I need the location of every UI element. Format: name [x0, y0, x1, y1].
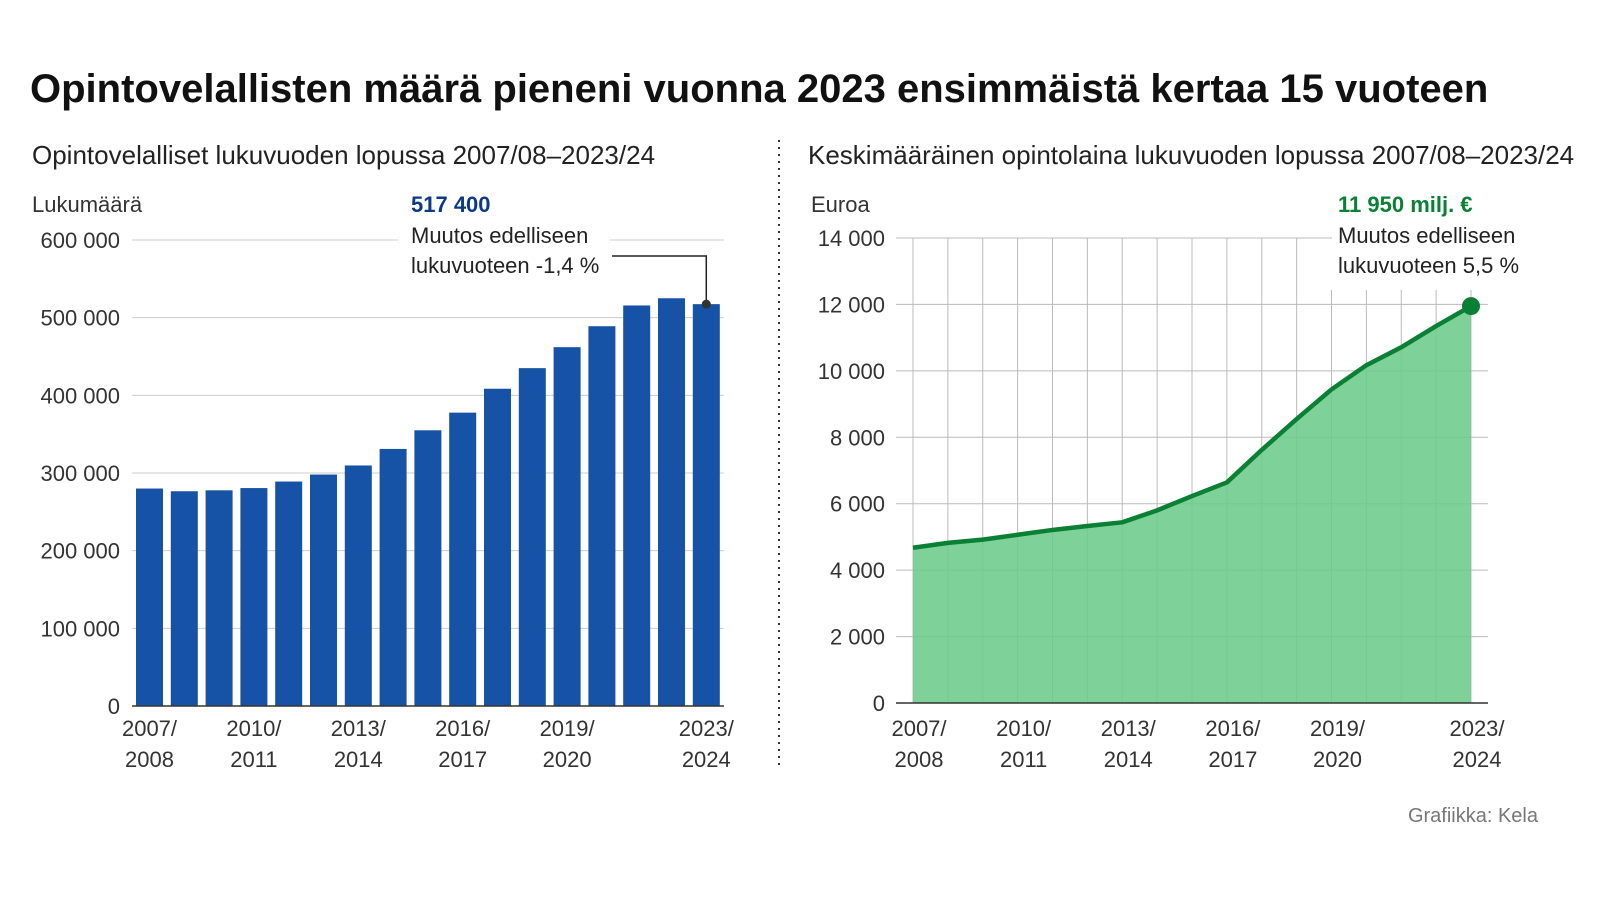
- bar: [518, 368, 546, 706]
- x-tick-label: 2013/: [1101, 716, 1157, 741]
- annotation-text: Muutos edelliseen: [411, 223, 588, 248]
- chart-title: Keskimääräinen opintolaina lukuvuoden lo…: [808, 140, 1574, 170]
- bar: [692, 304, 720, 706]
- bar: [414, 430, 442, 706]
- x-tick-label: 2023/: [1449, 716, 1505, 741]
- y-tick-label: 300 000: [40, 461, 120, 486]
- left-chart: Opintovelalliset lukuvuoden lopussa 2007…: [32, 140, 735, 772]
- x-tick-label: 2011: [230, 747, 277, 772]
- annotation-leader: [612, 255, 708, 305]
- x-tick-label: 2019/: [540, 716, 596, 741]
- main-title: Opintovelallisten määrä pieneni vuonna 2…: [30, 67, 1488, 111]
- x-tick-label: 2017: [438, 747, 487, 772]
- annotation-bg: [398, 222, 610, 280]
- bar: [310, 474, 337, 706]
- x-tick-label: 2014: [1104, 747, 1153, 772]
- annotation-bg: [1332, 222, 1532, 280]
- bar: [136, 488, 163, 706]
- bar: [170, 491, 198, 706]
- y-tick-label: 600 000: [40, 228, 120, 253]
- bar: [379, 448, 407, 706]
- annotation-dot: [1462, 297, 1480, 316]
- x-tick-label: 2024: [682, 747, 731, 772]
- y-tick-label: 400 000: [40, 383, 120, 408]
- x-tick-label: 2024: [1453, 747, 1502, 772]
- y-axis-label: Lukumäärä: [32, 192, 143, 217]
- x-tick-label: 2007/: [891, 716, 947, 741]
- x-tick-label: 2016/: [435, 716, 491, 741]
- bar: [449, 412, 477, 706]
- bar: [553, 347, 581, 706]
- x-tick-label: 2010/: [226, 716, 282, 741]
- bar: [275, 481, 303, 706]
- credit: Grafiikka: Kela: [1408, 805, 1539, 827]
- annotation-text: lukuvuoteen -1,4 %: [411, 253, 599, 278]
- y-tick-label: 0: [108, 694, 120, 719]
- x-tick-label: 2008: [125, 747, 174, 772]
- y-tick-label: 8 000: [830, 425, 885, 450]
- y-tick-label: 4 000: [830, 558, 885, 583]
- annotation-text: Muutos edelliseen: [1338, 223, 1515, 248]
- annotation-value: 11 950 milj. €: [1338, 192, 1473, 217]
- x-tick-label: 2020: [1313, 747, 1362, 772]
- x-tick-label: 2017: [1208, 747, 1257, 772]
- y-tick-label: 2 000: [830, 625, 885, 650]
- y-tick-label: 0: [873, 691, 885, 716]
- x-tick-label: 2011: [1000, 747, 1047, 772]
- y-tick-label: 14 000: [818, 226, 885, 251]
- x-tick-label: 2013/: [331, 716, 387, 741]
- y-tick-label: 500 000: [40, 306, 120, 331]
- x-tick-label: 2020: [543, 747, 592, 772]
- annotation-dot: [701, 299, 711, 309]
- bar: [588, 326, 616, 706]
- y-axis-label: Euroa: [811, 192, 870, 217]
- bar: [623, 305, 651, 706]
- bar: [484, 388, 511, 706]
- bar: [240, 488, 268, 706]
- area-fill: [913, 306, 1471, 703]
- x-tick-label: 2016/: [1205, 716, 1261, 741]
- x-tick-label: 2010/: [996, 716, 1052, 741]
- y-tick-label: 200 000: [40, 539, 120, 564]
- x-tick-label: 2014: [334, 747, 383, 772]
- bar: [344, 465, 372, 706]
- bar: [658, 298, 685, 706]
- y-tick-label: 10 000: [818, 359, 885, 384]
- right-chart: Keskimääräinen opintolaina lukuvuoden lo…: [808, 140, 1574, 772]
- x-tick-label: 2008: [895, 747, 944, 772]
- annotation-text: lukuvuoteen 5,5 %: [1338, 253, 1519, 278]
- x-tick-label: 2023/: [679, 716, 735, 741]
- y-tick-label: 12 000: [818, 292, 885, 317]
- chart-title: Opintovelalliset lukuvuoden lopussa 2007…: [32, 140, 655, 170]
- y-tick-label: 100 000: [40, 616, 120, 641]
- x-tick-label: 2007/: [122, 716, 178, 741]
- annotation-value: 517 400: [411, 192, 491, 217]
- y-tick-label: 6 000: [830, 492, 885, 517]
- x-tick-label: 2019/: [1310, 716, 1366, 741]
- bar: [205, 490, 233, 706]
